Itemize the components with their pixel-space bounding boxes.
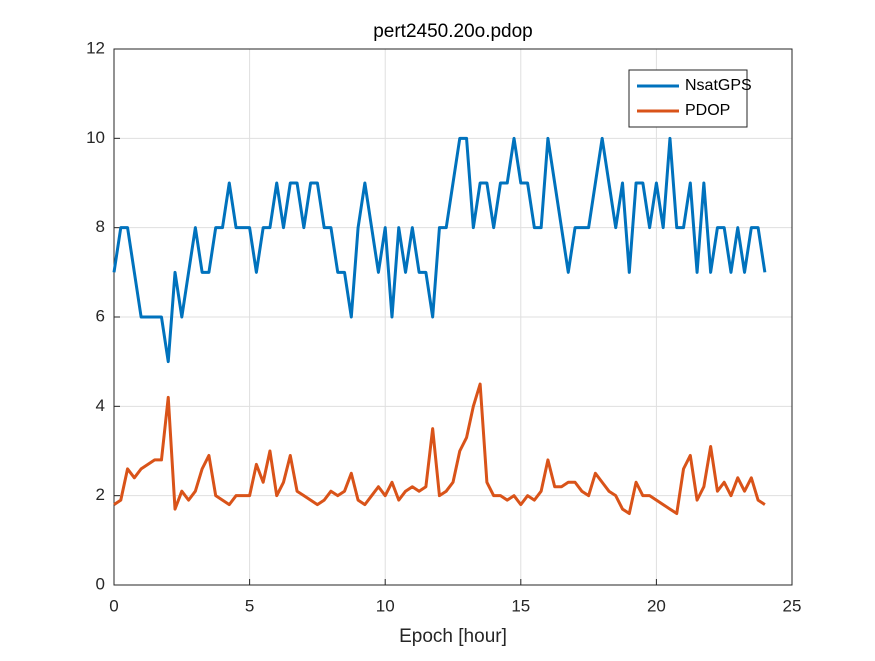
- x-tick-label: 5: [245, 596, 254, 615]
- legend-label: NsatGPS: [685, 77, 752, 94]
- y-tick-label: 4: [96, 396, 105, 415]
- chart-title: pert2450.20o.pdop: [373, 21, 533, 42]
- x-tick-label: 15: [511, 596, 530, 615]
- y-tick-label: 8: [96, 217, 105, 236]
- series-line: [112, 136, 767, 364]
- series-line: [113, 382, 766, 516]
- x-tick-label: 25: [783, 596, 802, 615]
- x-axis-label: Epoch [hour]: [399, 626, 507, 647]
- y-tick-label: 10: [86, 128, 105, 147]
- y-tick-label: 12: [86, 38, 105, 57]
- y-tick-label: 0: [96, 574, 105, 593]
- x-tick-label: 10: [376, 596, 395, 615]
- y-tick-label: 6: [96, 306, 105, 325]
- legend-label: PDOP: [685, 102, 730, 119]
- x-tick-label: 20: [647, 596, 666, 615]
- legend-box: [628, 69, 748, 128]
- y-tick-label: 2: [96, 485, 105, 504]
- x-tick-label: 0: [109, 596, 118, 615]
- axes-box: [113, 48, 793, 586]
